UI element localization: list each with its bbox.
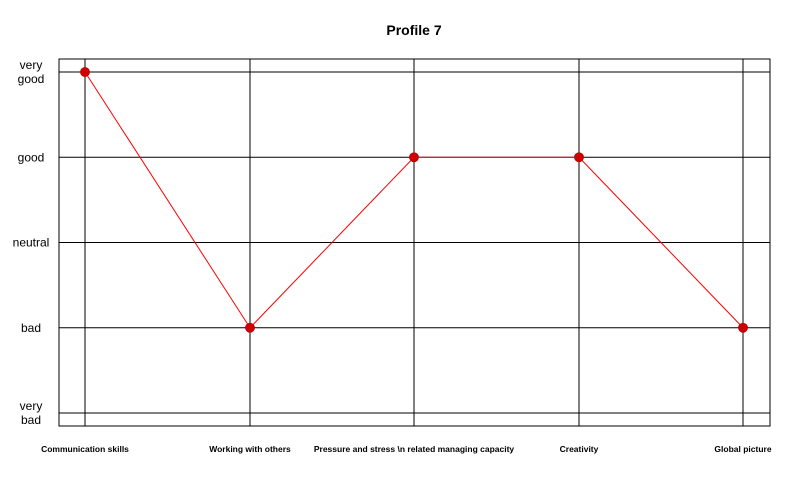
data-point xyxy=(738,322,748,333)
y-tick-label: very bad xyxy=(20,399,43,427)
data-point xyxy=(245,322,255,333)
data-point xyxy=(409,152,419,163)
y-tick-label: bad xyxy=(21,321,41,335)
y-tick-label: very good xyxy=(18,58,45,86)
data-point xyxy=(80,67,90,77)
series-group xyxy=(80,67,748,333)
x-tick-label: Working with others xyxy=(209,444,291,454)
x-tick-label: Communication skills xyxy=(41,444,129,454)
y-tick-label: neutral xyxy=(13,236,50,250)
x-tick-label: Creativity xyxy=(560,444,599,454)
x-tick-label: Pressure and stress \n related managing … xyxy=(314,444,515,454)
y-axis-labels: very bad bad neutral good very good xyxy=(13,58,50,427)
grid xyxy=(59,59,770,426)
data-point xyxy=(574,152,584,163)
x-tick-label: Global picture xyxy=(714,444,771,454)
x-axis-labels: Communication skills Working with others P… xyxy=(41,444,772,454)
y-tick-label: good xyxy=(18,150,45,164)
chart-title: Profile 7 xyxy=(386,22,441,38)
